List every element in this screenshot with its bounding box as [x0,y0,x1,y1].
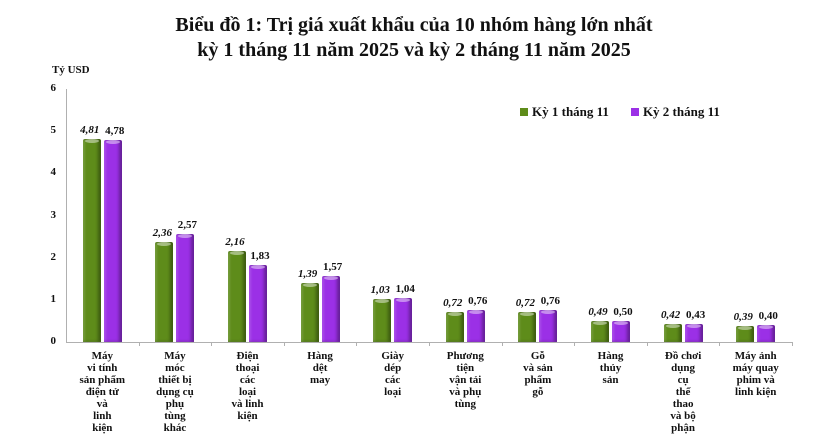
legend-item-series-1: Kỳ 1 tháng 11 [520,104,609,120]
data-label-series-1: 1,39 [297,268,318,281]
x-tick-mark [792,342,793,346]
bar-series-1 [228,250,246,342]
bar-series-1 [518,311,537,342]
data-label-series-1: 0,72 [515,296,536,309]
data-label-series-2: 1,83 [250,249,270,262]
bar-series-2 [249,264,267,342]
bar-series-2 [684,323,703,342]
data-label-series-1: 2,16 [225,235,245,248]
bar-series-2 [757,325,776,342]
data-label-series-2: 1,04 [395,283,415,296]
legend-swatch-series-1 [520,108,528,116]
x-category-label: Hàng dệt may [307,350,333,386]
chart-title-line-1: Biểu đồ 1: Trị giá xuất khẩu của 10 nhóm… [175,14,653,36]
data-label-series-2: 1,57 [322,260,343,273]
bar-series-1 [82,139,101,342]
chart-title-line-2: kỳ 1 tháng 11 năm 2025 và kỳ 2 tháng 11 … [197,39,631,61]
data-label-series-2: 0,43 [685,308,706,321]
x-category-label: Điện thoại các loại và linh kiện [231,350,264,422]
x-category-label: Gỗ và sản phẩm gỗ [523,350,553,398]
chart-legend: Kỳ 1 tháng 11 Kỳ 2 tháng 11 [520,104,720,120]
y-tick-label: 6 [50,82,57,94]
data-label-series-1: 4,81 [80,124,100,137]
bar-series-1 [155,242,174,342]
data-label-series-1: 0,49 [588,306,608,319]
x-category-label: Máy móc thiết bị dụng cụ phụ tùng khác [156,350,194,434]
bar-series-1 [373,298,392,342]
data-label-series-2: 0,40 [758,310,778,323]
data-label-series-1: 2,36 [152,227,173,240]
data-label-series-2: 4,78 [105,125,125,138]
x-category-label: Phương tiện vận tải và phụ tùng [446,350,484,410]
x-category-label: Đồ chơi dụng cụ thể thao và bộ phận [664,350,702,434]
y-tick-label: 0 [50,335,57,347]
bar-series-1 [445,311,464,342]
x-category-label: Máy vi tính sản phẩm điện tử và linh kiệ… [79,350,126,434]
x-tick-mark [283,342,285,346]
legend-item-series-2: Kỳ 2 tháng 11 [630,104,720,120]
x-tick-mark [719,342,721,346]
data-label-series-2: 0,76 [468,294,488,307]
bar-series-1 [663,324,682,342]
x-tick-mark [574,342,576,346]
legend-label-series-1: Kỳ 1 tháng 11 [532,104,609,119]
legend-swatch-series-2 [630,108,639,116]
bar-series-1 [300,283,319,342]
y-axis-unit-label: Tỷ USD [52,64,90,76]
bar-series-2 [539,309,558,342]
y-axis-line [66,89,67,343]
data-label-series-1: 0,42 [660,309,681,322]
data-label-series-1: 0,72 [443,296,463,309]
bar-series-2 [612,320,630,342]
data-label-series-1: 1,03 [370,283,390,296]
y-tick-label: 5 [50,124,57,137]
bar-series-2 [103,140,122,342]
x-category-label: Giày dép các loại [381,350,404,398]
x-tick-mark [646,342,648,346]
bar-series-2 [466,309,485,342]
y-tick-label: 3 [50,208,57,221]
bar-series-2 [394,298,413,342]
bar-series-2 [321,275,340,342]
data-label-series-1: 0,39 [733,310,753,323]
x-category-label: Hàng thủy sản [597,350,624,386]
x-tick-mark [429,342,430,346]
y-tick-label: 4 [50,166,57,179]
bar-series-1 [736,325,755,342]
legend-label-series-2: Kỳ 2 tháng 11 [642,104,720,119]
data-label-series-2: 0,50 [613,305,633,318]
x-category-label: Máy ảnh máy quay phim và linh kiện [732,350,779,398]
data-label-series-2: 0,76 [540,294,561,307]
data-label-series-2: 2,57 [177,218,198,231]
y-tick-label: 2 [50,250,57,263]
x-tick-mark [211,342,213,346]
x-tick-mark [501,342,503,346]
y-tick-label: 1 [50,292,57,305]
bar-series-1 [591,321,609,342]
bar-series-2 [176,233,195,342]
x-tick-mark [356,342,358,346]
x-tick-mark [138,342,140,346]
